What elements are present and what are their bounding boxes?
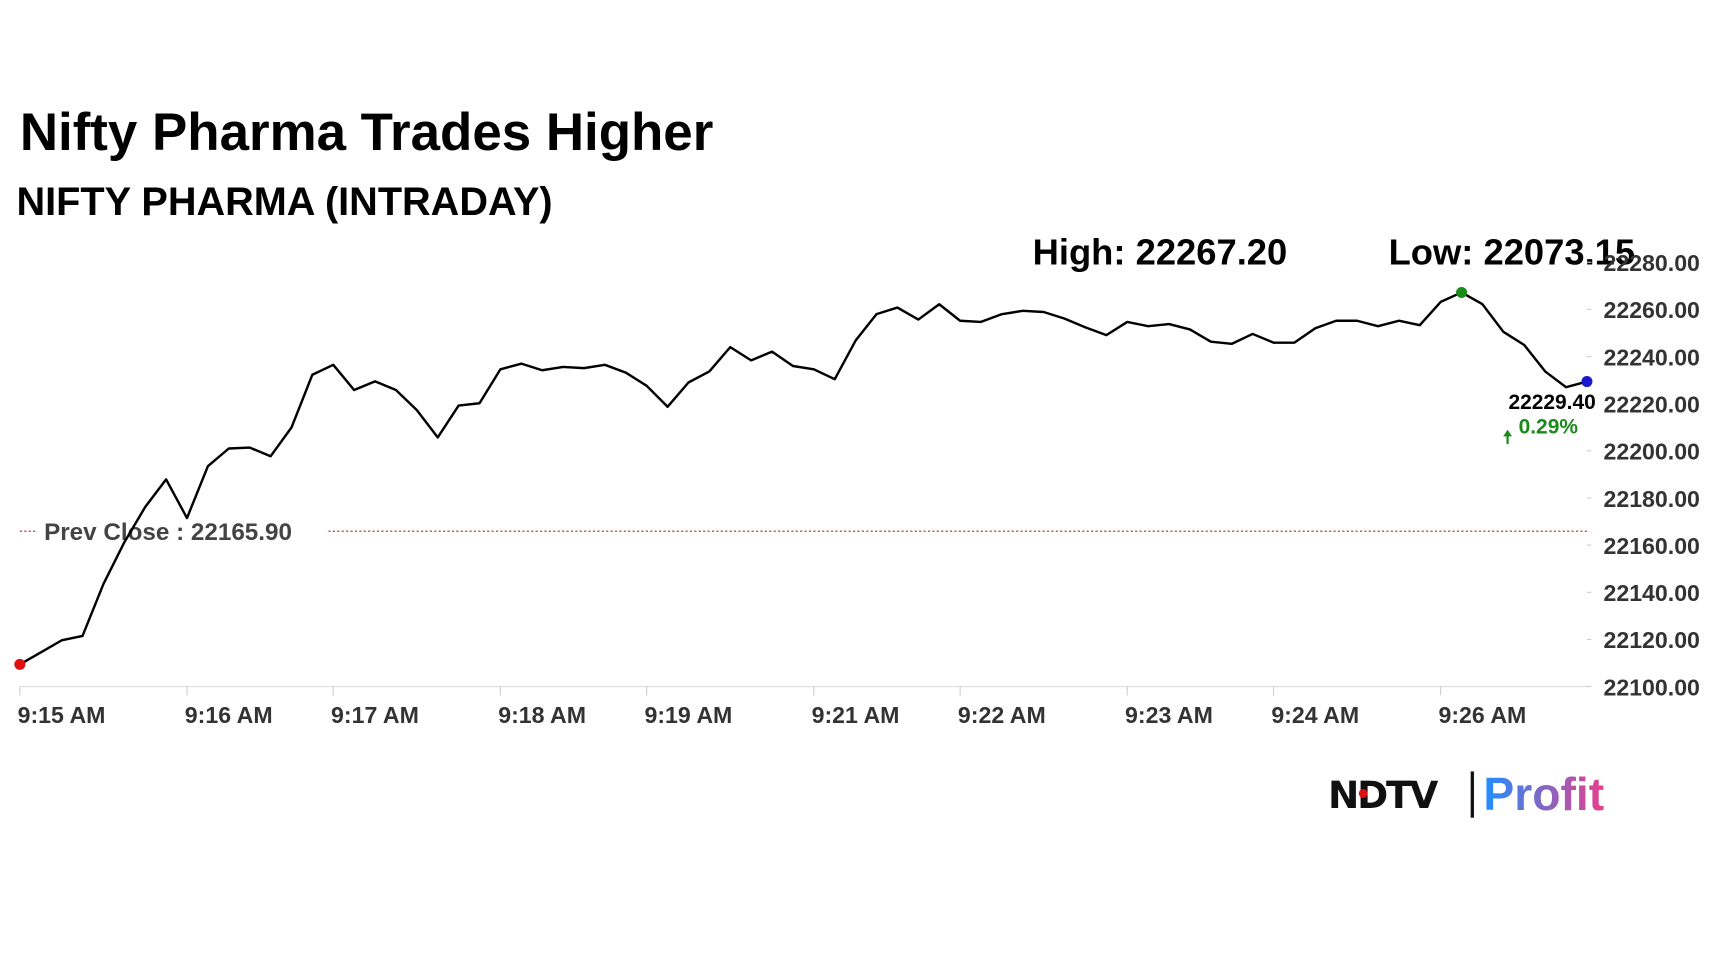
prev-close-bg (37, 513, 327, 547)
y-tick-label: 22220.00 (1603, 392, 1699, 418)
chart-title: Nifty Pharma Trades Higher (20, 103, 713, 162)
x-tick-label: 9:18 AM (498, 702, 586, 728)
x-tick-label: 9:16 AM (185, 702, 273, 728)
logo-dot (1358, 789, 1368, 798)
x-tick-label: 9:19 AM (644, 702, 732, 728)
y-tick-label: 22260.00 (1603, 297, 1699, 323)
low-label: Low: 22073.15 (1389, 231, 1636, 272)
logo-ndtv: NDTV (1328, 773, 1438, 817)
start-dot (14, 658, 26, 670)
y-tick-label: 22140.00 (1603, 580, 1699, 606)
change-label: 0.29% (1519, 415, 1579, 438)
y-tick-label: 22120.00 (1603, 627, 1699, 653)
x-tick-label: 9:15 AM (18, 702, 106, 728)
up-arrow (1503, 429, 1512, 445)
price-line (19, 291, 1588, 666)
y-tick-label: 22100.00 (1603, 674, 1699, 700)
x-tick-label: 9:21 AM (812, 702, 900, 728)
x-tick-label: 9:23 AM (1125, 702, 1213, 728)
x-tick-label: 9:24 AM (1271, 702, 1359, 728)
high-label: High: 22267.20 (1033, 231, 1288, 272)
high-dot (1456, 286, 1468, 298)
y-tick-label: 22200.00 (1603, 439, 1699, 465)
x-tick-label: 9:22 AM (958, 702, 1046, 728)
prev-close-label: Prev Close : 22165.90 (44, 519, 292, 546)
y-tick-label: 22160.00 (1603, 533, 1699, 559)
last-dot (1581, 376, 1593, 388)
y-tick-label: 22240.00 (1603, 344, 1699, 370)
chart-subtitle: NIFTY PHARMA (INTRADAY) (17, 180, 553, 224)
y-tick-label: 22180.00 (1603, 486, 1699, 512)
logo-profit: Profit (1483, 768, 1604, 820)
last-value-label: 22229.40 (1508, 391, 1595, 414)
y-tick-label: 22280.00 (1603, 250, 1699, 276)
x-tick-label: 9:17 AM (331, 702, 419, 728)
x-tick-label: 9:26 AM (1438, 702, 1526, 728)
